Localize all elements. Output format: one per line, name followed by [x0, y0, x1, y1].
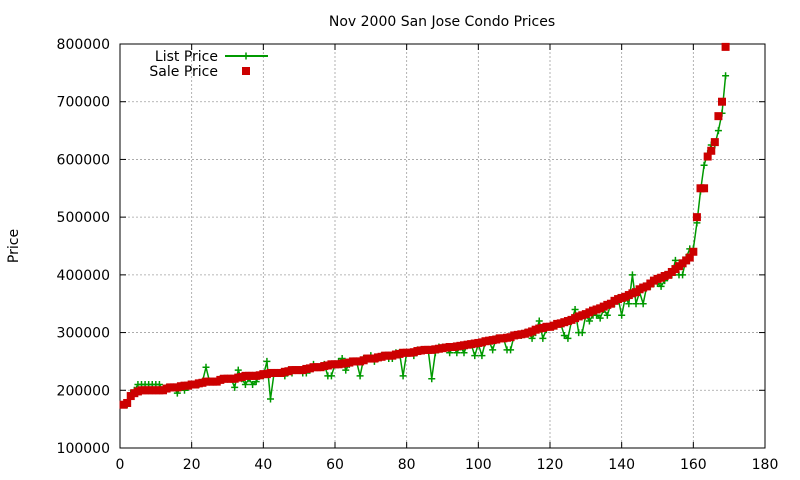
x-tick-label: 140 — [608, 457, 635, 473]
sale-price-point — [721, 42, 730, 51]
y-tick-label: 700000 — [57, 95, 110, 111]
x-tick-label: 20 — [183, 457, 201, 473]
x-tick-label: 180 — [752, 457, 779, 473]
list-price-point — [714, 127, 722, 135]
sale-price-point — [707, 146, 716, 155]
list-price-point — [625, 300, 633, 308]
list-price-point — [700, 161, 708, 169]
sale-price-point — [700, 184, 709, 193]
list-price-point — [507, 346, 515, 354]
list-price-point — [234, 366, 242, 374]
sale-price-point — [718, 97, 726, 106]
list-price-point — [560, 331, 568, 339]
sale-price-point — [710, 138, 719, 147]
list-price-point — [249, 381, 257, 389]
list-price-point — [618, 311, 626, 319]
y-tick-label: 400000 — [57, 268, 110, 284]
list-price-point — [399, 372, 407, 380]
legend: List Price Sale Price — [149, 49, 268, 80]
list-price-point — [657, 282, 665, 290]
list-price-point — [632, 300, 640, 308]
list-price-series — [120, 72, 730, 409]
list-price-point — [460, 349, 468, 357]
list-price-point — [327, 372, 335, 380]
x-tick-label: 160 — [680, 457, 707, 473]
x-tick-label: 100 — [465, 457, 492, 473]
list-price-point — [489, 346, 497, 354]
list-price-point — [603, 311, 611, 319]
grid — [120, 44, 765, 448]
list-price-point — [539, 334, 547, 342]
x-tick-label: 80 — [398, 457, 416, 473]
axis-ticks: 0 20 40 60 80 100 120 140 160 180 100000 200000 3000… — [57, 37, 779, 473]
plot-frame — [119, 43, 766, 449]
sale-price-series — [119, 42, 730, 409]
x-tick-label: 120 — [537, 457, 564, 473]
legend-label-list: List Price — [155, 49, 218, 65]
list-price-point — [471, 352, 479, 360]
legend-swatch-sale-marker — [242, 67, 250, 75]
list-price-point — [535, 317, 543, 325]
chart-title: Nov 2000 San Jose Condo Prices — [329, 14, 555, 30]
sale-price-point — [685, 253, 694, 262]
x-tick-label: 40 — [254, 457, 272, 473]
list-price-point — [596, 314, 604, 322]
y-tick-label: 200000 — [57, 383, 110, 399]
list-price-point — [722, 72, 730, 80]
sale-price-point — [692, 213, 701, 222]
x-tick-label: 0 — [116, 457, 125, 473]
list-price-point — [679, 271, 687, 279]
list-price-point — [585, 317, 593, 325]
list-price-point — [578, 329, 586, 337]
list-price-point — [263, 357, 271, 365]
x-tick-label: 60 — [326, 457, 344, 473]
list-price-point — [478, 352, 486, 360]
list-price-point — [267, 395, 274, 403]
list-price-point — [202, 363, 210, 371]
list-price-point — [628, 271, 636, 279]
y-tick-label: 100000 — [57, 441, 110, 457]
y-tick-label: 800000 — [57, 37, 110, 53]
y-tick-label: 500000 — [57, 210, 110, 226]
sale-price-point — [123, 398, 132, 407]
list-price-point — [356, 372, 364, 380]
legend-label-sale: Sale Price — [149, 64, 218, 80]
sale-price-point — [714, 112, 723, 121]
y-axis-label: Price — [6, 229, 22, 263]
sale-price-point — [703, 152, 712, 161]
list-price-line — [123, 75, 727, 406]
list-price-point — [342, 366, 350, 374]
list-price-point — [428, 375, 436, 383]
y-tick-label: 600000 — [57, 152, 110, 168]
list-price-point — [241, 381, 249, 389]
list-price-point — [231, 383, 239, 391]
legend-swatch-list-marker — [242, 52, 250, 60]
y-tick-label: 300000 — [57, 326, 110, 342]
list-price-point — [639, 300, 647, 308]
list-price-point — [571, 305, 579, 313]
list-price-point — [564, 334, 572, 342]
sale-price-point — [689, 247, 698, 256]
